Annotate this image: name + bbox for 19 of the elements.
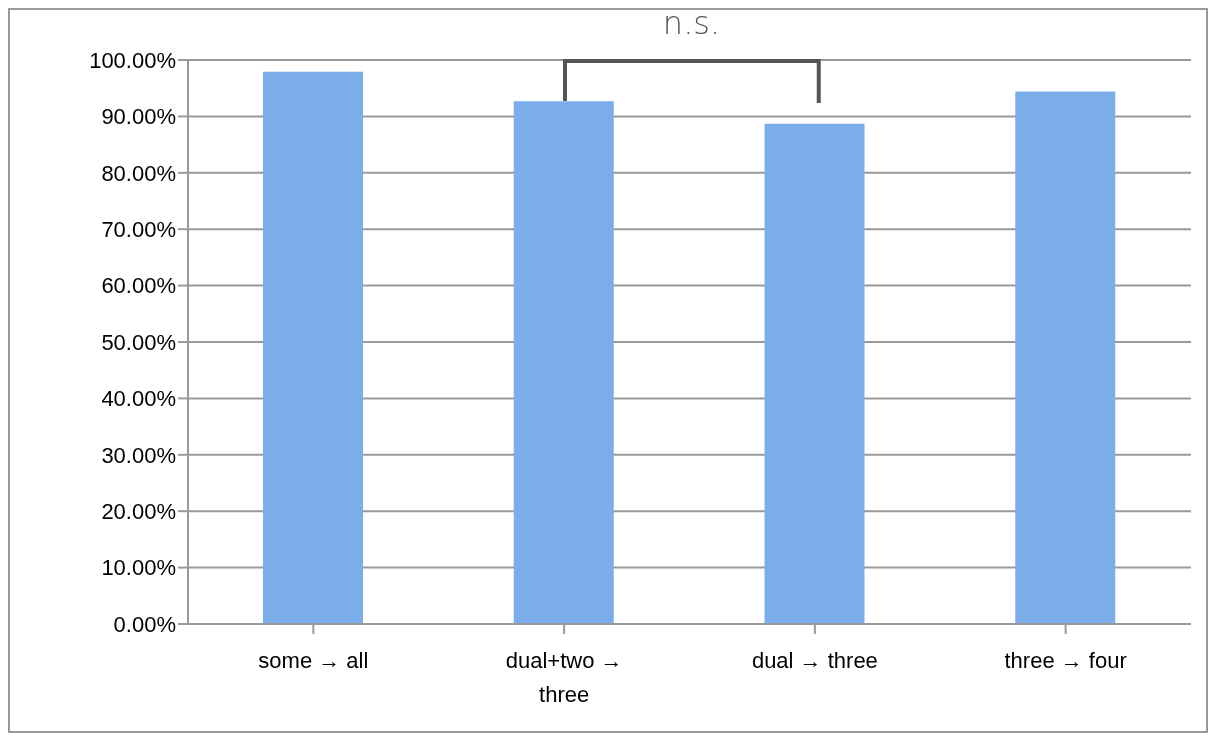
text: n.s. — [661, 4, 722, 42]
y-tick-label: 80.00% — [101, 160, 176, 186]
bar — [263, 71, 363, 624]
y-tick-label: 40.00% — [101, 386, 176, 412]
y-tick-label: 0.00% — [113, 611, 176, 637]
y-tick-label: 10.00% — [101, 555, 176, 581]
y-tick-label: 30.00% — [101, 442, 176, 468]
bar — [1015, 91, 1116, 624]
bar — [764, 123, 865, 624]
x-tick-label: dual → three — [751, 648, 878, 673]
x-tick-label: three → four — [1004, 648, 1127, 673]
y-tick-label: 70.00% — [101, 217, 176, 243]
y-tick-label: 90.00% — [101, 104, 176, 130]
y-tick-label: 20.00% — [101, 499, 176, 525]
y-tick-label: 50.00% — [101, 329, 176, 355]
y-tick-label: 60.00% — [101, 273, 176, 299]
x-tick-label: some → all — [258, 648, 369, 673]
y-tick-label: 100.00% — [89, 47, 176, 73]
x-tick-label: dual+two → three — [505, 648, 623, 707]
